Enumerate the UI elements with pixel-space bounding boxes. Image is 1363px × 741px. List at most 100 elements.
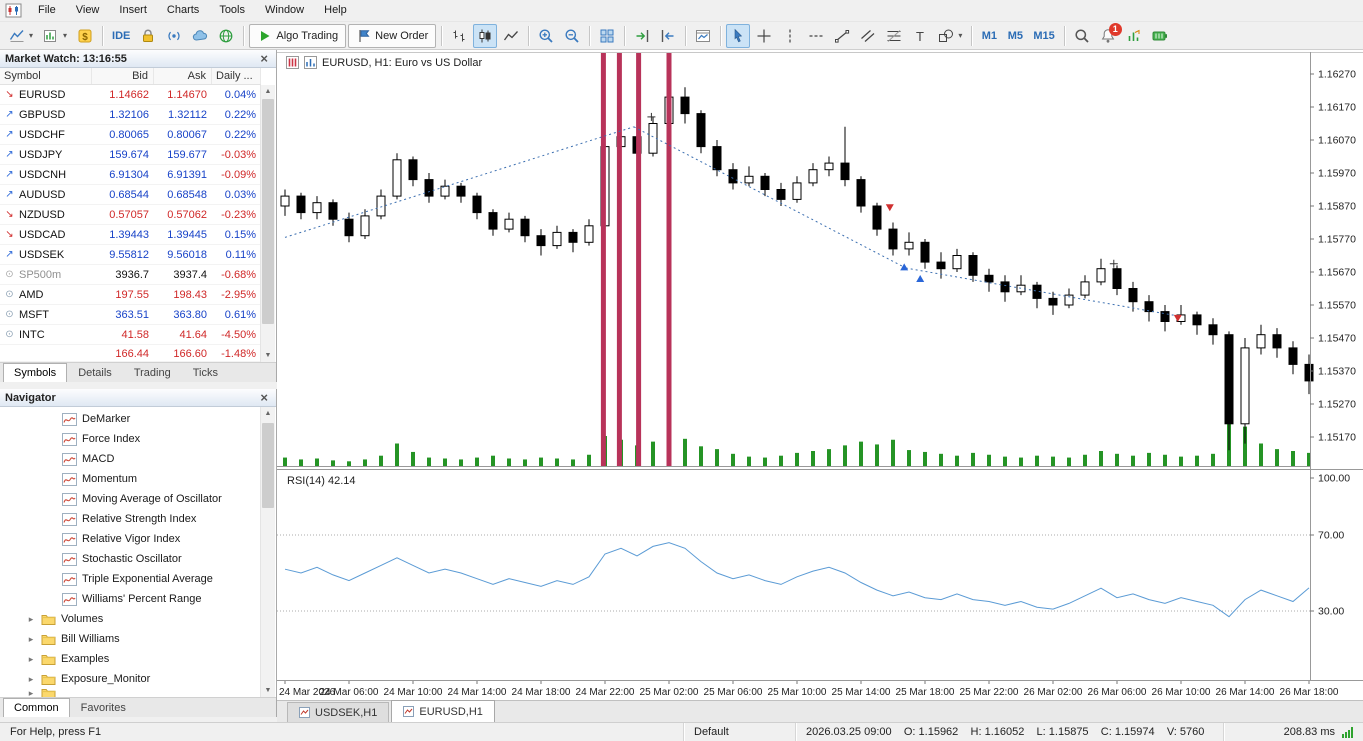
navigator-folder-volumes[interactable]: ▸ Volumes (0, 609, 261, 629)
market-watch-row-intc[interactable]: ⊙ INTC 41.58 41.64 -4.50% (0, 325, 261, 345)
market-watch-tab-symbols[interactable]: Symbols (3, 363, 68, 382)
chart-menu-icon[interactable] (286, 56, 299, 69)
new-chart-button[interactable]: ▾ (39, 24, 71, 48)
market-watch-row-msft[interactable]: ⊙ MSFT 363.51 363.80 0.61% (0, 305, 261, 325)
menu-insert[interactable]: Insert (119, 4, 147, 16)
lock-button[interactable] (136, 24, 160, 48)
horizontal-line-button[interactable] (804, 24, 828, 48)
mql5-account-button[interactable] (162, 24, 186, 48)
market-watch-row-usdchf[interactable]: ↗ USDCHF 0.80065 0.80067 0.22% (0, 125, 261, 145)
expand-arrow-icon[interactable]: ▸ (28, 633, 34, 644)
chart-indicator-icon[interactable] (304, 56, 317, 69)
market-watch-row[interactable]: 166.44 166.60 -1.48% (0, 345, 261, 362)
shapes-button[interactable]: ▾ (934, 24, 966, 48)
community-button[interactable] (214, 24, 238, 48)
tile-windows-button[interactable] (595, 24, 619, 48)
scroll-thumb[interactable] (262, 99, 274, 324)
profiles-button[interactable]: $ (73, 24, 97, 48)
navigator-item-moving-average-of-oscillator[interactable]: Moving Average of Oscillator (0, 489, 261, 509)
navigator-item-relative-vigor-index[interactable]: Relative Vigor Index (0, 529, 261, 549)
scroll-up-arrow-icon[interactable]: ▲ (261, 85, 275, 98)
strategy-tester-button[interactable] (691, 24, 715, 48)
market-watch-row-nzdusd[interactable]: ↘ NZDUSD 0.57057 0.57062 -0.23% (0, 205, 261, 225)
market-watch-tab-details[interactable]: Details (78, 366, 112, 379)
scroll-track[interactable] (261, 98, 275, 349)
metaeditor-button[interactable]: IDE (108, 24, 134, 48)
navigator-scrollbar[interactable]: ▲ ▼ (260, 407, 275, 697)
market-watch-row-usdcnh[interactable]: ↗ USDCNH 6.91304 6.91391 -0.09% (0, 165, 261, 185)
navigator-item-momentum[interactable]: Momentum (0, 469, 261, 489)
scroll-track[interactable] (261, 420, 275, 684)
navigator-item-macd[interactable]: MACD (0, 449, 261, 469)
expand-arrow-icon[interactable]: ▸ (28, 673, 34, 684)
chart-shift-button[interactable] (656, 24, 680, 48)
navigator-item-williams-percent-range[interactable]: Williams' Percent Range (0, 589, 261, 609)
expand-arrow-icon[interactable]: ▸ (28, 613, 34, 624)
algo-trading-button[interactable]: Algo Trading (249, 23, 347, 48)
chevron-down-icon[interactable]: ▾ (958, 31, 963, 40)
menu-window[interactable]: Window (265, 4, 305, 16)
navigator-item-force-index[interactable]: Force Index (0, 429, 261, 449)
market-watch-row-audusd[interactable]: ↗ AUDUSD 0.68544 0.68548 0.03% (0, 185, 261, 205)
navigator-item-relative-strength-index[interactable]: Relative Strength Index (0, 509, 261, 529)
menu-file[interactable]: File (38, 4, 56, 16)
market-watch-row-amd[interactable]: ⊙ AMD 197.55 198.43 -2.95% (0, 285, 261, 305)
text-label-button[interactable]: T (908, 24, 932, 48)
trendline-button[interactable] (830, 24, 854, 48)
menu-tools[interactable]: Tools (219, 4, 245, 16)
chart-tab-eurusd-h1[interactable]: EURUSD,H1 (391, 700, 495, 722)
market-watch-tab-ticks[interactable]: Ticks (192, 366, 218, 379)
market-watch-row-usdjpy[interactable]: ↗ USDJPY 159.674 159.677 -0.03% (0, 145, 261, 165)
cloud-button[interactable] (188, 24, 212, 48)
market-watch-row-usdsek[interactable]: ↗ USDSEK 9.55812 9.56018 0.11% (0, 245, 261, 265)
menu-view[interactable]: View (75, 4, 100, 16)
search-button[interactable] (1070, 24, 1094, 48)
market-watch-row-sp500m[interactable]: ⊙ SP500m 3936.7 3937.4 -0.68% (0, 265, 261, 285)
timeframe-m5-button[interactable]: M5 (1003, 24, 1027, 48)
auto-scroll-button[interactable] (630, 24, 654, 48)
expand-arrow-icon[interactable]: ▸ (28, 653, 34, 664)
menu-help[interactable]: Help (324, 4, 347, 16)
timeframe-m15-button[interactable]: M15 (1029, 24, 1058, 48)
column-header-daily[interactable]: Daily ... (212, 68, 261, 84)
notifications-button[interactable]: 1 (1096, 22, 1122, 48)
navigator-tab-common[interactable]: Common (3, 698, 70, 717)
scroll-thumb[interactable] (262, 423, 274, 508)
market-watch-row-usdcad[interactable]: ↘ USDCAD 1.39443 1.39445 0.15% (0, 225, 261, 245)
bar-chart-mode-button[interactable] (447, 24, 471, 48)
scroll-down-arrow-icon[interactable]: ▼ (261, 684, 275, 697)
market-watch-scrollbar[interactable]: ▲ ▼ (260, 85, 275, 362)
market-watch-row-gbpusd[interactable]: ↗ GBPUSD 1.32106 1.32112 0.22% (0, 105, 261, 125)
equidistant-channel-button[interactable] (856, 24, 880, 48)
chart-window-button[interactable]: ▾ (5, 24, 37, 48)
navigator-item-stochastic-oscillator[interactable]: Stochastic Oscillator (0, 549, 261, 569)
price-chart[interactable]: 1.16270 1.16170 1.16070 1.15970 1.15870 1.157… (277, 50, 1363, 700)
zoom-in-button[interactable] (534, 24, 558, 48)
market-watch-row-eurusd[interactable]: ↘ EURUSD 1.14662 1.14670 0.04% (0, 85, 261, 105)
chevron-down-icon[interactable]: ▾ (29, 31, 34, 40)
navigator-item-demarker[interactable]: DeMarker (0, 409, 261, 429)
crosshair-button[interactable] (752, 24, 776, 48)
chevron-down-icon[interactable]: ▾ (63, 31, 68, 40)
status-profile[interactable]: Default (683, 723, 795, 741)
new-order-button[interactable]: New Order (348, 23, 437, 48)
navigator-tab-favorites[interactable]: Favorites (80, 701, 126, 714)
market-watch-tab-trading[interactable]: Trading (133, 366, 171, 379)
zoom-out-button[interactable] (560, 24, 584, 48)
close-icon[interactable]: × (260, 390, 268, 405)
fibonacci-button[interactable] (882, 24, 906, 48)
menu-charts[interactable]: Charts (166, 4, 200, 16)
expand-arrow-icon[interactable]: ▸ (28, 689, 34, 697)
market-depth-button[interactable] (1122, 24, 1146, 48)
chart-area[interactable]: 1.16270 1.16170 1.16070 1.15970 1.15870 1.157… (277, 50, 1363, 700)
status-connection[interactable]: 208.83 ms (1223, 723, 1363, 741)
column-header-ask[interactable]: Ask (154, 68, 212, 84)
navigator-folder-examples[interactable]: ▸ Examples (0, 649, 261, 669)
navigator-folder-partial[interactable]: ▸ (0, 689, 261, 697)
scroll-down-arrow-icon[interactable]: ▼ (261, 349, 275, 362)
cursor-button[interactable] (726, 23, 751, 48)
close-icon[interactable]: × (260, 51, 268, 66)
chart-tab-usdsek-h1[interactable]: USDSEK,H1 (287, 702, 390, 722)
scroll-up-arrow-icon[interactable]: ▲ (261, 407, 275, 420)
navigator-folder-exposure-monitor[interactable]: ▸ Exposure_Monitor (0, 669, 261, 689)
